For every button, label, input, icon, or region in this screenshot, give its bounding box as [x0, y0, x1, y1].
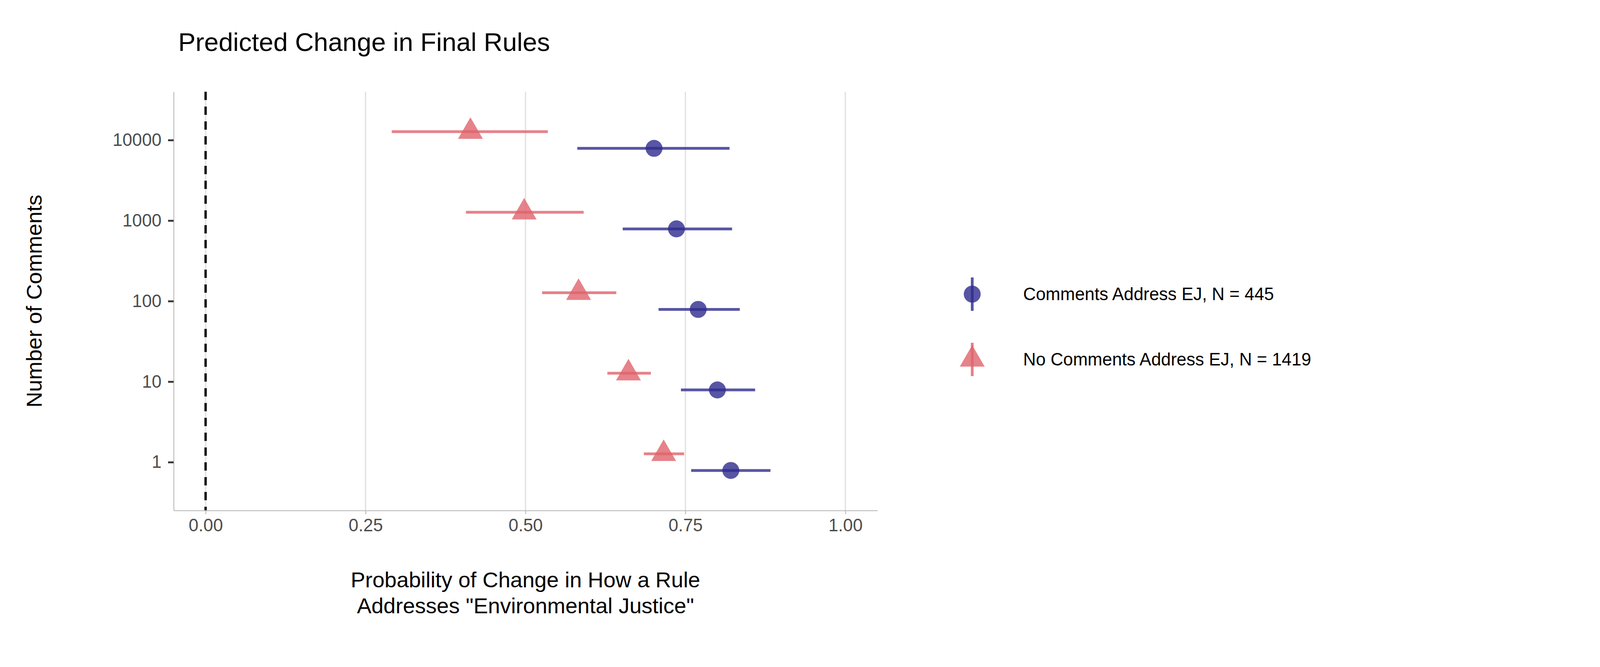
legend-label: No Comments Address EJ, N = 1419	[1023, 349, 1312, 369]
y-tick: 1	[151, 451, 174, 472]
y-tick-label: 1000	[122, 210, 162, 231]
y-axis: 1 10 100 1000 10000	[112, 92, 174, 511]
title: Predicted Change in Final Rules	[178, 27, 550, 57]
point	[651, 439, 677, 462]
legend-label: Comments Address EJ, N = 445	[1023, 284, 1275, 304]
grid	[205, 91, 846, 511]
y-axis-title: Number of Comments	[21, 194, 47, 408]
y-tick: 100	[132, 291, 174, 311]
y-tick-label: 1	[151, 451, 162, 472]
grid-line	[684, 91, 687, 511]
x-tick-label: 0.00	[188, 515, 224, 535]
marks	[391, 117, 771, 479]
x-axis-title: Addresses "Environmental Justice"	[356, 593, 694, 618]
grid-line	[364, 91, 367, 511]
grid-line	[205, 91, 207, 511]
point	[511, 197, 537, 220]
point	[457, 117, 483, 139]
point	[566, 278, 592, 300]
y-tick-label: 10000	[112, 130, 162, 150]
y-tick: 10	[142, 371, 174, 392]
x-tick-mark	[365, 510, 367, 514]
x-tick-label: 0.25	[348, 515, 383, 535]
x-tick: 0.25	[348, 510, 383, 535]
x-axis: 0.00 0.25 0.50 0.75 1.00	[174, 510, 878, 535]
point	[668, 220, 686, 238]
y-tick: 10000	[112, 130, 174, 150]
x-tick-label: 0.75	[668, 515, 703, 535]
grid-line	[525, 91, 527, 511]
chart: 0.00 0.25 0.50 0.75 1.00 1 10 100 1000 10000 Predi…	[0, 0, 1600, 667]
series	[391, 117, 684, 461]
x-tick: 1.00	[828, 510, 863, 535]
x-tick-mark	[685, 510, 687, 514]
legend-entry: Comments Address EJ, N = 445	[963, 277, 1275, 311]
legend-symbol	[963, 285, 982, 303]
legend-entry: No Comments Address EJ, N = 1419	[959, 342, 1312, 376]
y-tick-mark	[168, 219, 174, 222]
point	[616, 358, 642, 381]
y-tick-label: 10	[142, 371, 162, 392]
x-tick-mark	[205, 510, 207, 514]
point	[645, 139, 663, 157]
point	[708, 381, 726, 399]
x-tick: 0.75	[668, 510, 703, 535]
reference-line	[204, 91, 207, 511]
y-tick-mark	[168, 461, 174, 463]
x-tick-label: 0.50	[508, 515, 544, 535]
x-tick: 0.00	[188, 510, 224, 535]
x-tick-mark	[844, 510, 846, 514]
x-tick-label: 1.00	[828, 515, 863, 535]
y-tick-mark	[168, 380, 174, 383]
x-tick: 0.50	[508, 510, 544, 535]
grid-line	[844, 91, 846, 511]
series	[577, 139, 771, 479]
y-tick-label: 100	[132, 291, 162, 311]
legend-symbol	[959, 344, 985, 367]
point	[722, 461, 740, 479]
y-tick-mark	[168, 139, 174, 142]
x-axis-title: Probability of Change in How a Rule	[350, 567, 700, 592]
y-tick: 1000	[122, 210, 174, 231]
y-tick-mark	[168, 300, 174, 303]
x-tick-mark	[525, 510, 527, 514]
legend: Comments Address EJ, N = 445 No Comments …	[959, 277, 1312, 376]
point	[689, 300, 707, 319]
